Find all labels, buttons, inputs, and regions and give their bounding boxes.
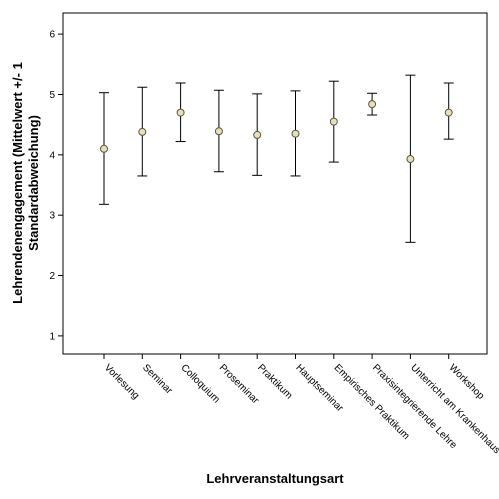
y-tick-label: 6	[49, 30, 55, 41]
mean-point	[406, 155, 415, 164]
y-tick-label: 3	[49, 211, 55, 222]
mean-point	[138, 127, 147, 136]
x-tick-label: Seminar	[140, 362, 175, 397]
x-tick-label: Colloquium	[178, 362, 221, 405]
x-tick-label: Empirisches Praktikum	[332, 362, 412, 442]
x-axis-title: Lehrveranstaltungsart	[206, 471, 344, 486]
y-axis-title-group: Lehrendenengagement (Mittelwert +/- 1 St…	[10, 62, 41, 304]
y-tick-label: 5	[49, 90, 55, 101]
mean-point	[214, 127, 223, 136]
mean-point	[291, 129, 300, 138]
y-tick-label: 2	[49, 271, 55, 282]
y-tick-label: 4	[49, 150, 55, 161]
y-axis: 1 2 3 4 5 6	[49, 30, 63, 342]
mean-point	[253, 130, 262, 139]
plot-frame	[62, 12, 488, 355]
x-tick-label: Praktikum	[255, 362, 294, 401]
y-axis-title-line-1: Lehrendenengagement (Mittelwert +/- 1	[10, 62, 25, 304]
y-tick-label: 1	[49, 331, 55, 342]
error-bars	[99, 74, 454, 243]
mean-point	[100, 144, 108, 153]
y-axis-title-line-2: Standardabweichung)	[26, 115, 41, 251]
mean-point	[329, 117, 338, 126]
mean-point	[368, 100, 377, 109]
x-axis: Vorlesung Seminar ColloquiumProseminarPrak…	[102, 354, 499, 456]
mean-point	[444, 108, 453, 117]
mean-point	[176, 108, 185, 117]
x-tick-label: Vorlesung	[102, 362, 141, 401]
x-tick-label: Proseminar	[217, 362, 261, 406]
x-tick-label: Workshop	[447, 362, 487, 402]
